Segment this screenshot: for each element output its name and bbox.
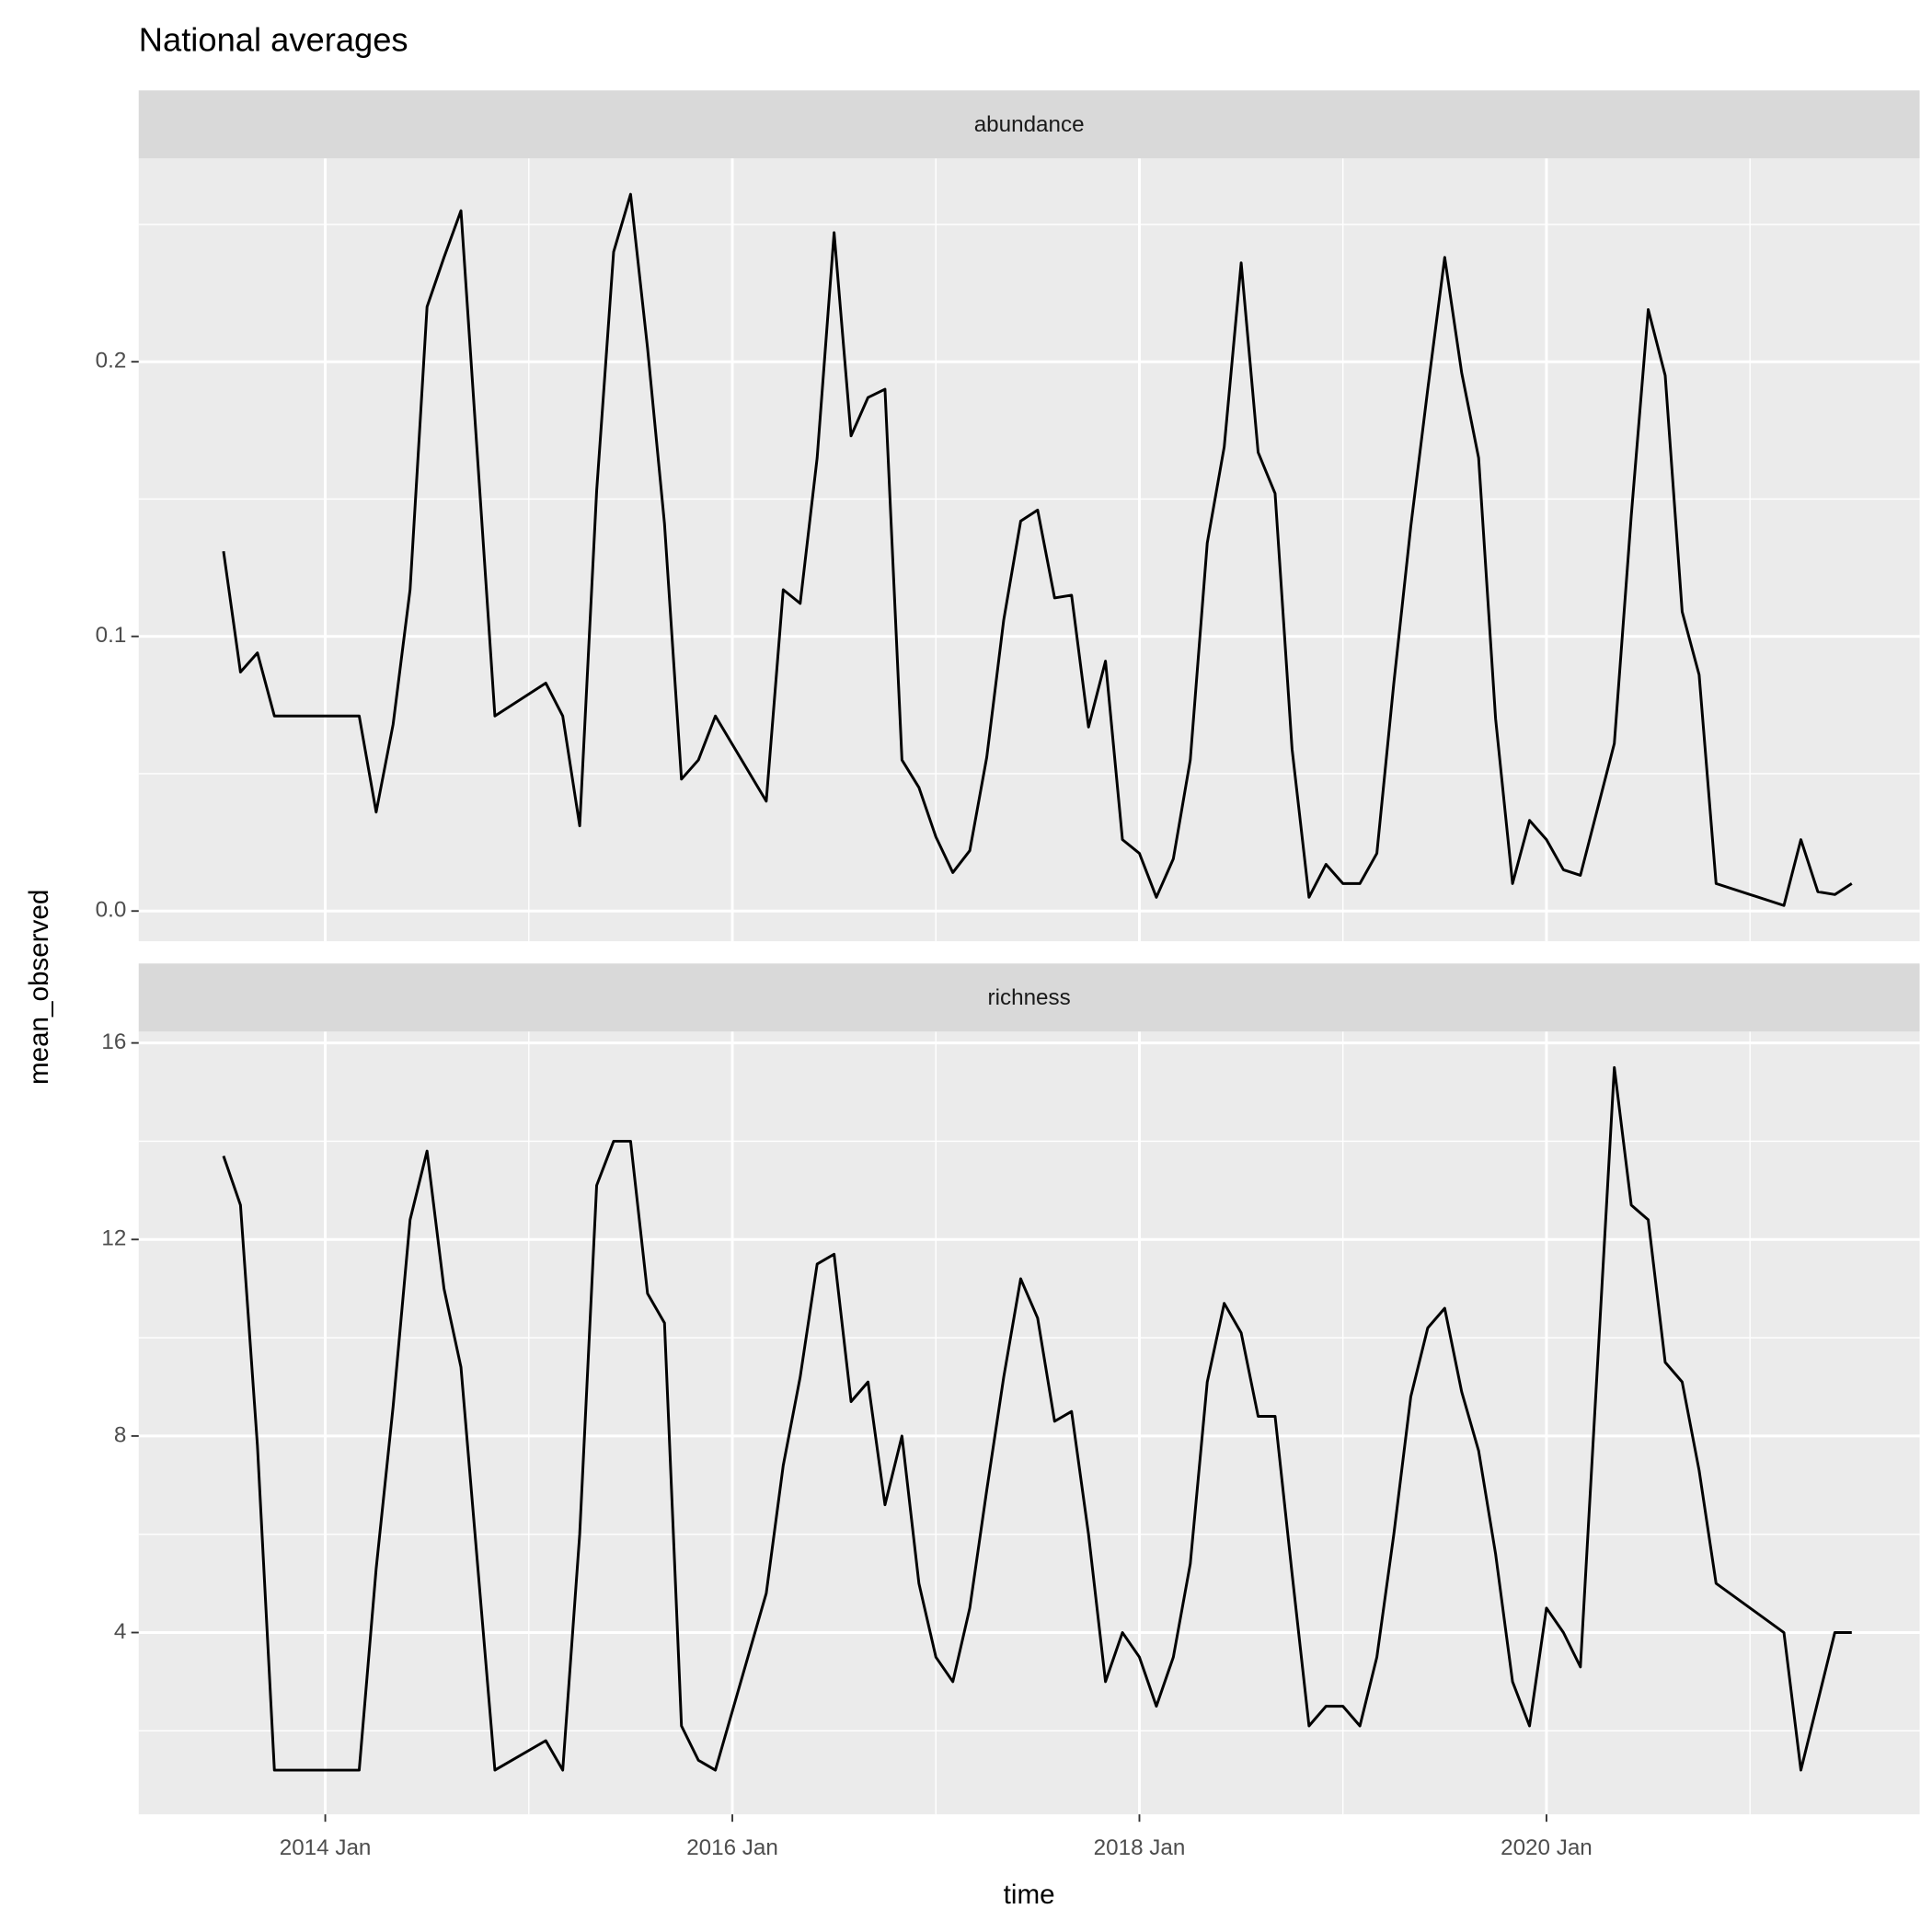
y-tick-label: 4: [114, 1619, 126, 1644]
chart-title: National averages: [139, 20, 408, 58]
y-tick-label: 16: [101, 1029, 126, 1054]
y-tick-label: 12: [101, 1226, 126, 1251]
x-tick-label: 2014 Jan: [280, 1835, 372, 1860]
y-tick-label: 0.2: [96, 349, 127, 374]
y-tick-label: 0.1: [96, 623, 127, 648]
y-tick-label: 0.0: [96, 898, 127, 923]
x-tick-label: 2020 Jan: [1501, 1835, 1593, 1860]
data-line: [222, 1065, 1852, 1772]
strip: [138, 90, 1920, 159]
y-tick-label: 8: [114, 1422, 126, 1447]
strip-label: abundance: [974, 112, 1085, 137]
x-tick-label: 2018 Jan: [1094, 1835, 1186, 1860]
strip: [138, 963, 1920, 1032]
strip-label: richness: [988, 985, 1071, 1010]
panel-background: [138, 1031, 1920, 1815]
x-tick-label: 2016 Jan: [686, 1835, 778, 1860]
panel-background: [138, 158, 1920, 942]
x-axis-title: time: [1004, 1880, 1055, 1910]
data-line: [222, 192, 1853, 907]
y-axis-title: mean_observed: [24, 890, 54, 1085]
